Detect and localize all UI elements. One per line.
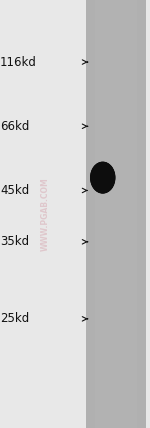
Ellipse shape (92, 164, 113, 191)
Text: 25kd: 25kd (0, 312, 29, 325)
Text: 45kd: 45kd (0, 184, 29, 197)
Text: 116kd: 116kd (0, 56, 37, 68)
Ellipse shape (91, 162, 115, 193)
Bar (86, 0, 146, 428)
Text: WWW.PGAB.COM: WWW.PGAB.COM (40, 177, 50, 251)
Ellipse shape (93, 165, 112, 190)
Ellipse shape (90, 162, 115, 193)
Ellipse shape (92, 163, 114, 192)
Text: 35kd: 35kd (0, 235, 29, 248)
Ellipse shape (91, 163, 114, 192)
Ellipse shape (90, 162, 115, 193)
Ellipse shape (91, 163, 114, 193)
Ellipse shape (92, 163, 114, 192)
Ellipse shape (91, 163, 114, 193)
Bar (95, 0, 137, 428)
Ellipse shape (93, 165, 112, 190)
Ellipse shape (91, 162, 115, 193)
Ellipse shape (93, 164, 113, 191)
Ellipse shape (93, 164, 113, 191)
Text: 66kd: 66kd (0, 120, 29, 133)
Ellipse shape (92, 163, 114, 192)
Ellipse shape (92, 164, 113, 191)
Ellipse shape (90, 161, 116, 194)
